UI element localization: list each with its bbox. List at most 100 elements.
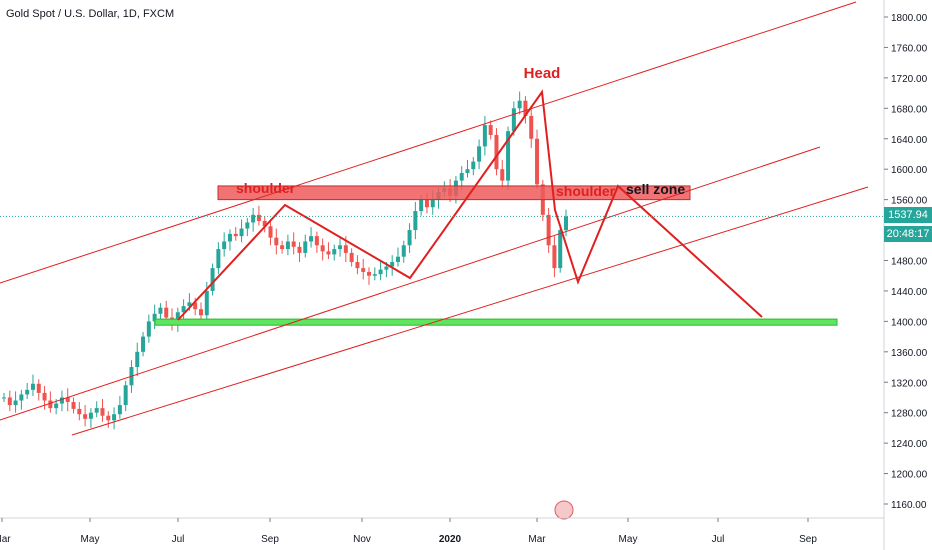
- candle-body: [65, 397, 70, 403]
- candle-body: [459, 172, 464, 181]
- candle-body: [135, 351, 140, 368]
- candle-body: [355, 262, 360, 269]
- candle-body: [517, 100, 522, 109]
- price-tick-label: 1680.00: [891, 104, 928, 115]
- candle-body: [494, 134, 499, 170]
- candle-body: [529, 115, 534, 139]
- candle-body: [19, 394, 24, 401]
- candle-body: [511, 108, 516, 132]
- candle-body: [378, 269, 383, 275]
- last-price-tag: 1537.94: [884, 207, 932, 223]
- candle-body: [332, 249, 337, 255]
- candle-body: [303, 241, 308, 253]
- candle-body: [477, 146, 482, 162]
- price-tick-label: 1160.00: [891, 500, 927, 511]
- candle-body: [42, 392, 47, 401]
- candle-body: [88, 412, 93, 419]
- candle-body: [245, 222, 250, 229]
- price-tick-label: 1480.00: [891, 257, 928, 268]
- lower-channel-line: [71, 186, 869, 436]
- candle-body: [227, 233, 232, 242]
- candle-body: [256, 214, 261, 221]
- candle-body: [193, 302, 198, 310]
- candle-body: [222, 241, 227, 250]
- candle-body: [262, 220, 267, 227]
- candle-body: [297, 246, 302, 253]
- countdown-tag: 20:48:17: [884, 226, 932, 242]
- time-tick-label: May: [81, 534, 100, 545]
- time-tick-label: Mar: [528, 534, 546, 545]
- candle-body: [407, 230, 412, 246]
- price-axis-bg: [884, 0, 932, 550]
- candle-body: [361, 268, 366, 272]
- price-tick-label: 1280.00: [891, 409, 928, 420]
- candle-body: [482, 125, 487, 147]
- candle-body: [401, 245, 406, 257]
- candle-body: [123, 385, 128, 406]
- time-tick-label: Nov: [353, 534, 371, 545]
- price-axis[interactable]: 1160.00 1200.00 1240.00 1280.00 1320.00 1360.…: [883, 0, 932, 550]
- time-tick-label: May: [619, 534, 638, 545]
- candles-layer: [2, 91, 568, 430]
- symbol-title[interactable]: Gold Spot / U.S. Dollar, 1D, FXCM: [6, 8, 175, 20]
- price-tick-label: 1240.00: [891, 439, 928, 450]
- candle-body: [268, 226, 273, 238]
- candle-body: [181, 306, 186, 313]
- candle-body: [274, 237, 279, 246]
- annotation-layer: [0, 1, 884, 520]
- candle-body: [500, 169, 505, 181]
- candle-body: [384, 266, 389, 270]
- candle-body: [280, 245, 285, 250]
- price-tick-label: 1800.00: [891, 13, 928, 24]
- price-tick-label: 1720.00: [891, 74, 928, 85]
- sell-zone-label: sell zone: [626, 181, 685, 197]
- price-tick-label: 1440.00: [891, 287, 928, 298]
- candle-body: [164, 307, 169, 318]
- head-label: Head: [524, 65, 561, 82]
- candle-body: [112, 414, 117, 421]
- candle-body: [233, 233, 238, 237]
- candle-body: [83, 414, 88, 419]
- head-shoulders-path: [177, 89, 763, 321]
- price-tick-label: 1400.00: [891, 317, 928, 328]
- upper-channel-line: [0, 1, 857, 284]
- candle-body: [36, 383, 41, 393]
- price-tick-label: 1200.00: [891, 470, 928, 481]
- candle-body: [198, 309, 203, 316]
- candle-body: [187, 302, 192, 307]
- candle-body: [7, 397, 12, 406]
- candle-body: [523, 100, 528, 116]
- candle-body: [309, 236, 314, 242]
- tradingview-badge: [554, 500, 574, 520]
- candle-body: [372, 274, 377, 276]
- resistance-zone: [217, 185, 691, 201]
- badge-circle: [554, 500, 574, 520]
- candle-body: [2, 397, 6, 399]
- candle-body: [216, 249, 221, 269]
- candle-body: [488, 125, 493, 135]
- candle-body: [535, 138, 540, 185]
- candle-body: [326, 251, 331, 255]
- candle-body: [204, 290, 209, 316]
- candle-body: [13, 400, 18, 406]
- candle-body: [343, 245, 348, 253]
- time-axis[interactable]: Mar May Jul Sep Nov 2020 Mar May Jul Sep: [0, 517, 884, 545]
- candle-body: [465, 169, 470, 173]
- candle-body: [141, 336, 146, 352]
- candle-body: [77, 408, 82, 415]
- middle-channel-line: [0, 146, 821, 421]
- candle-body: [546, 214, 551, 246]
- candle-body: [471, 161, 476, 170]
- candle-body: [30, 383, 35, 390]
- price-tick-label: 1360.00: [891, 348, 928, 359]
- candle-body: [430, 199, 435, 208]
- time-tick-label: Sep: [799, 534, 817, 545]
- price-tick-label: 1320.00: [891, 378, 928, 389]
- candle-body: [419, 199, 424, 212]
- candle-body: [152, 313, 157, 322]
- candle-body: [146, 321, 151, 337]
- time-tick-label: Mar: [0, 534, 11, 545]
- candle-body: [285, 241, 290, 250]
- left-shoulder-label: shoulder: [236, 180, 296, 196]
